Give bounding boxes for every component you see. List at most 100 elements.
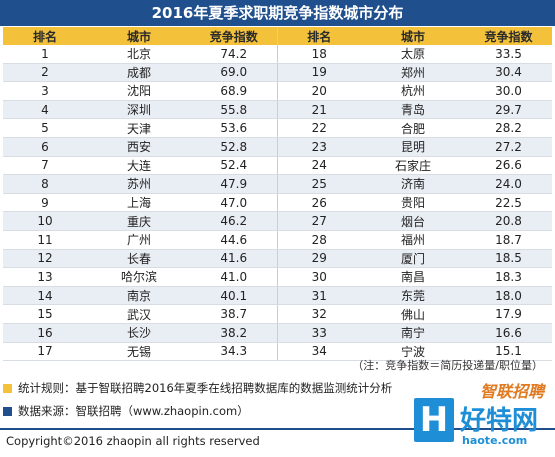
rank-cell: 5	[3, 118, 87, 138]
index-cell: 30.4	[465, 63, 552, 83]
index-cell: 38.2	[191, 323, 277, 343]
index-cell: 15.1	[465, 342, 552, 362]
city-cell: 杭州	[361, 81, 465, 101]
rank-cell: 17	[3, 342, 87, 362]
rank-cell: 30	[276, 267, 361, 287]
index-cell: 26.6	[465, 156, 552, 176]
city-cell: 天津	[87, 118, 191, 138]
legend-source-swatch	[3, 406, 12, 416]
city-cell: 昆明	[361, 137, 465, 157]
city-cell: 贵阳	[361, 193, 465, 213]
rank-cell: 1	[3, 45, 87, 64]
table-row: 10 重庆 46.2 27 烟台 20.8	[3, 211, 552, 231]
city-cell: 南宁	[361, 323, 465, 343]
index-cell: 38.7	[191, 304, 277, 324]
city-cell: 哈尔滨	[87, 267, 191, 287]
header-rank: 排名	[3, 27, 87, 45]
city-cell: 深圳	[87, 100, 191, 120]
city-cell: 沈阳	[87, 81, 191, 101]
page-title: 2016年夏季求职期竞争指数城市分布	[0, 0, 555, 26]
city-cell: 南京	[87, 286, 191, 306]
index-cell: 20.8	[465, 211, 552, 231]
table-row: 13 哈尔滨 41.0 30 南昌 18.3	[3, 267, 552, 287]
city-cell: 长沙	[87, 323, 191, 343]
index-cell: 55.8	[191, 100, 277, 120]
index-cell: 22.5	[465, 193, 552, 213]
rank-cell: 2	[3, 63, 87, 83]
city-cell: 青岛	[361, 100, 465, 120]
table-row: 11 广州 44.6 28 福州 18.7	[3, 230, 552, 250]
watermark-brand: 智联招聘	[480, 382, 545, 401]
rank-cell: 22	[276, 118, 361, 138]
city-cell: 无锡	[87, 342, 191, 362]
legend-rule-text: 统计规则：基于智联招聘2016年夏季在线招聘数据库的数据监测统计分析	[18, 381, 393, 395]
city-cell: 南昌	[361, 267, 465, 287]
header-city-2: 城市	[361, 27, 465, 45]
table-row: 9 上海 47.0 26 贵阳 22.5	[3, 193, 552, 213]
city-cell: 大连	[87, 156, 191, 176]
city-cell: 成都	[87, 63, 191, 83]
index-cell: 24.0	[465, 174, 552, 194]
rank-cell: 27	[276, 211, 361, 231]
city-cell: 厦门	[361, 249, 465, 269]
rank-cell: 23	[276, 137, 361, 157]
rank-cell: 12	[3, 249, 87, 269]
rank-cell: 31	[276, 286, 361, 306]
table-row: 1 北京 74.2 18 太原 33.5	[3, 45, 552, 64]
table-row: 14 南京 40.1 31 东莞 18.0	[3, 286, 552, 306]
city-cell: 西安	[87, 137, 191, 157]
header-index-2: 竞争指数	[465, 27, 552, 45]
table-row: 17 无锡 34.3 34 宁波 15.1	[3, 342, 552, 362]
rank-cell: 13	[3, 267, 87, 287]
rank-cell: 24	[276, 156, 361, 176]
index-cell: 52.8	[191, 137, 277, 157]
rank-cell: 10	[3, 211, 87, 231]
index-cell: 68.9	[191, 81, 277, 101]
watermark-logo-icon: H	[414, 398, 454, 442]
rank-cell: 34	[276, 342, 361, 362]
city-cell: 广州	[87, 230, 191, 250]
rank-cell: 9	[3, 193, 87, 213]
city-cell: 长春	[87, 249, 191, 269]
index-cell: 44.6	[191, 230, 277, 250]
watermark-url: haote.com	[462, 434, 528, 447]
index-cell: 41.0	[191, 267, 277, 287]
city-cell: 宁波	[361, 342, 465, 362]
formula-note: （注：竞争指数＝简历投递量/职位量）	[352, 359, 543, 372]
city-cell: 重庆	[87, 211, 191, 231]
rank-cell: 15	[3, 304, 87, 324]
rank-cell: 11	[3, 230, 87, 250]
header-rank-2: 排名	[276, 27, 361, 45]
legend-source: 数据来源：智联招聘（www.zhaopin.com）	[3, 403, 249, 419]
rank-cell: 18	[276, 45, 361, 64]
index-cell: 18.5	[465, 249, 552, 269]
index-cell: 27.2	[465, 137, 552, 157]
header-city: 城市	[87, 27, 191, 45]
table-row: 16 长沙 38.2 33 南宁 16.6	[3, 323, 552, 343]
rank-cell: 19	[276, 63, 361, 83]
table-row: 5 天津 53.6 22 合肥 28.2	[3, 118, 552, 138]
index-cell: 52.4	[191, 156, 277, 176]
rank-cell: 25	[276, 174, 361, 194]
rank-cell: 26	[276, 193, 361, 213]
index-cell: 18.0	[465, 286, 552, 306]
index-cell: 28.2	[465, 118, 552, 138]
index-cell: 17.9	[465, 304, 552, 324]
table-row: 2 成都 69.0 19 郑州 30.4	[3, 63, 552, 83]
rank-cell: 21	[276, 100, 361, 120]
table-row: 4 深圳 55.8 21 青岛 29.7	[3, 100, 552, 120]
rank-cell: 7	[3, 156, 87, 176]
city-cell: 苏州	[87, 174, 191, 194]
index-cell: 29.7	[465, 100, 552, 120]
rank-cell: 6	[3, 137, 87, 157]
rank-cell: 3	[3, 81, 87, 101]
index-cell: 34.3	[191, 342, 277, 362]
index-cell: 41.6	[191, 249, 277, 269]
footer-divider	[0, 428, 555, 430]
index-cell: 18.7	[465, 230, 552, 250]
index-cell: 47.0	[191, 193, 277, 213]
city-cell: 北京	[87, 45, 191, 64]
index-cell: 16.6	[465, 323, 552, 343]
index-cell: 53.6	[191, 118, 277, 138]
rank-cell: 32	[276, 304, 361, 324]
